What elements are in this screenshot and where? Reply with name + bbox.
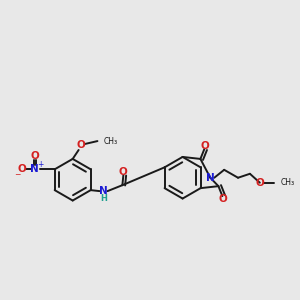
Text: O: O — [219, 194, 228, 204]
Text: N: N — [31, 164, 39, 174]
Text: H: H — [100, 194, 107, 202]
Text: N: N — [99, 186, 108, 196]
Text: +: + — [37, 160, 44, 169]
Text: −: − — [14, 170, 20, 179]
Text: O: O — [119, 167, 128, 177]
Text: O: O — [76, 140, 85, 150]
Text: N: N — [206, 173, 215, 183]
Text: O: O — [18, 164, 26, 174]
Text: O: O — [31, 152, 39, 161]
Text: CH₃: CH₃ — [103, 136, 118, 146]
Text: CH₃: CH₃ — [280, 178, 295, 187]
Text: O: O — [255, 178, 264, 188]
Text: O: O — [201, 141, 210, 151]
